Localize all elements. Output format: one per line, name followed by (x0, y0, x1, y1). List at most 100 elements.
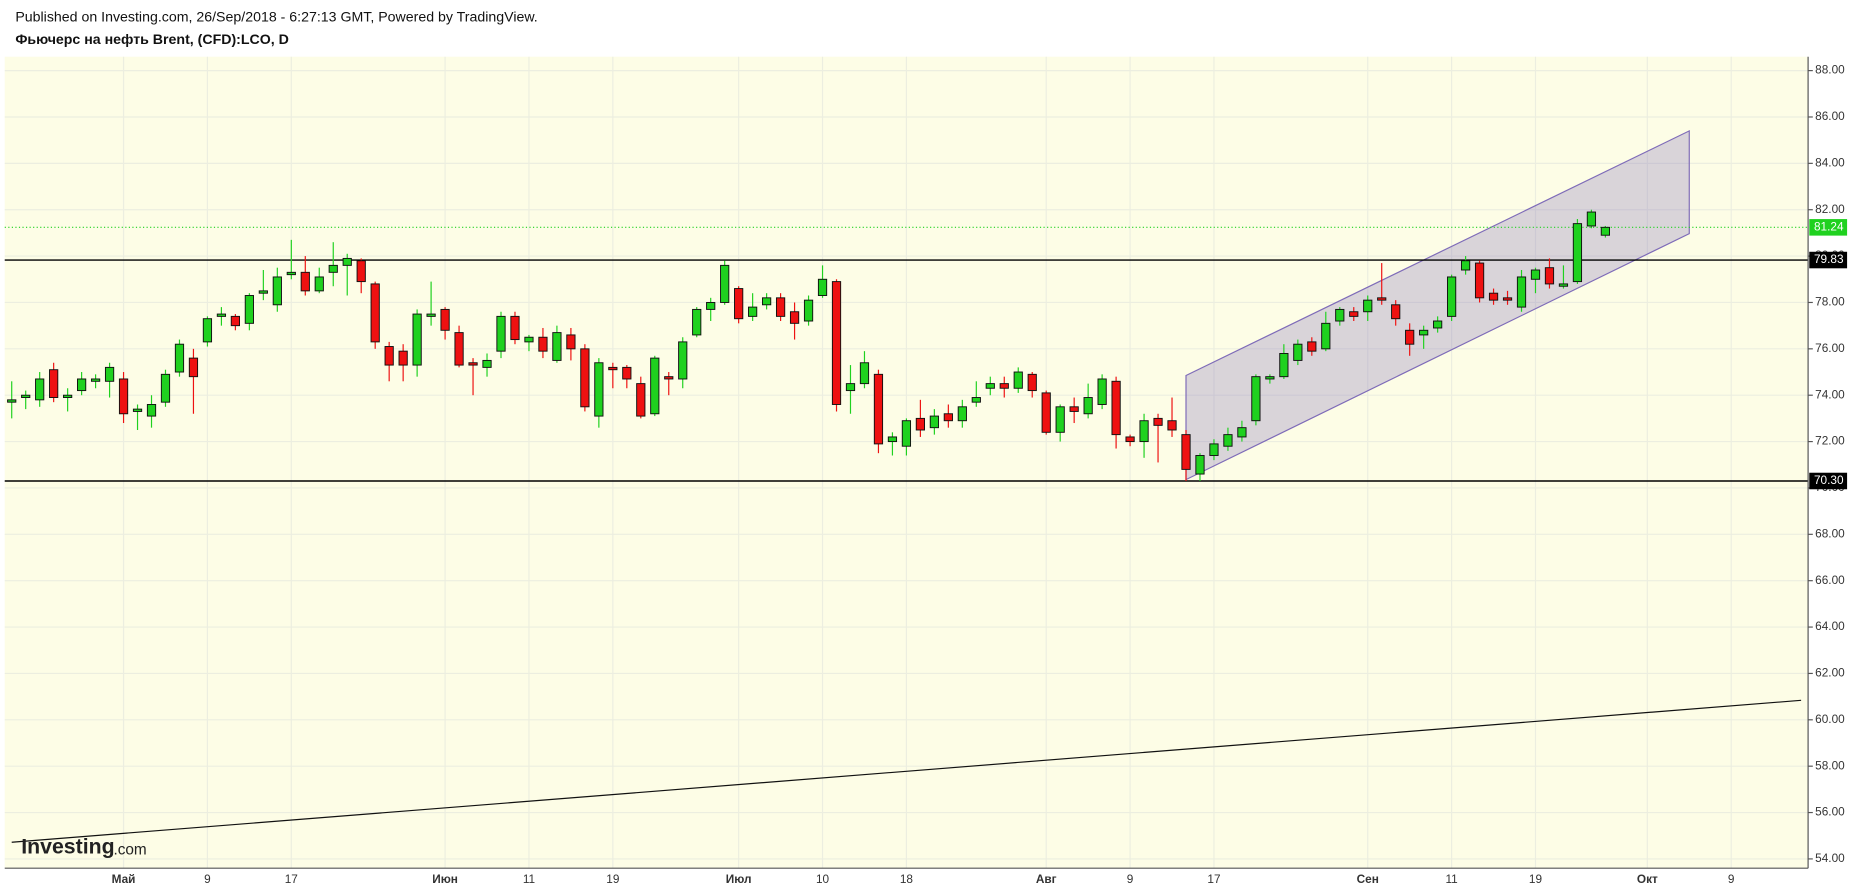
candle-body (1153, 417, 1163, 426)
candle-body (901, 420, 912, 447)
trendline (11, 699, 1802, 843)
candle-body (706, 301, 716, 310)
y-tick-label: 82.00 (1815, 202, 1845, 216)
candle-body (1474, 262, 1485, 299)
candle-body (440, 308, 450, 331)
drawings (4, 129, 1809, 843)
candle-body (580, 348, 590, 408)
candle-body (1391, 304, 1401, 320)
candle-body (636, 383, 646, 417)
candle-body (258, 290, 268, 294)
x-tick-label: 17 (1207, 872, 1220, 886)
x-tick-label: Май (112, 872, 136, 886)
candle-body (342, 257, 352, 266)
y-tick-label: 88.00 (1815, 63, 1845, 77)
candle-body (1572, 223, 1583, 283)
candle-body (1209, 443, 1219, 456)
y-tick-label: 66.00 (1815, 573, 1845, 587)
candle-body (454, 332, 464, 366)
x-tick-label: 19 (606, 872, 619, 886)
candle-body (845, 383, 856, 392)
x-tick-label: 9 (204, 872, 211, 886)
candle-body (174, 343, 185, 373)
candle-body (104, 366, 115, 382)
candle-body (692, 308, 702, 336)
candle-body (1488, 292, 1499, 301)
candle-body (720, 264, 730, 303)
candle-body (664, 376, 674, 380)
candle-body (999, 383, 1009, 389)
candle-body (216, 313, 227, 317)
x-tick-label: Июл (726, 872, 752, 886)
candle-body (482, 359, 492, 368)
candle-body (594, 362, 604, 417)
candle-body (1307, 341, 1317, 352)
candle-body (622, 366, 632, 380)
candle-body (1419, 329, 1429, 336)
x-tick-label: Окт (1637, 872, 1658, 886)
level-label: 70.30 (1814, 473, 1844, 487)
candle-body (748, 306, 758, 317)
candle-body (286, 271, 296, 276)
candle-body (1586, 211, 1597, 227)
candle-body (468, 362, 478, 366)
candle-body (957, 406, 967, 422)
candle-body (132, 408, 143, 412)
candle-body (1083, 397, 1093, 415)
level-label: 79.83 (1814, 252, 1844, 266)
level-tag (1809, 251, 1848, 269)
y-tick-label: 84.00 (1815, 155, 1845, 169)
candle-body (1502, 297, 1513, 301)
candles (7, 209, 1610, 481)
candle-body (1041, 392, 1051, 433)
candle-body (1055, 406, 1065, 433)
y-tick-label: 58.00 (1815, 758, 1845, 772)
x-tick-label: Июн (432, 872, 458, 886)
candle-body (1223, 434, 1233, 447)
candle-body (1013, 371, 1023, 389)
candle-body (1265, 376, 1275, 380)
candle-body (188, 357, 199, 378)
candle-body (160, 373, 171, 403)
candle-body (356, 260, 366, 283)
candle-body (1544, 267, 1555, 285)
grid (4, 56, 1809, 869)
candle-body (272, 276, 282, 306)
x-tick-label: 9 (1127, 872, 1134, 886)
candle-body (7, 399, 17, 403)
candle-body (762, 297, 772, 306)
logo-brand: Investing (21, 835, 114, 859)
candle-body (775, 297, 786, 317)
y-tick-label: 72.00 (1815, 434, 1845, 448)
x-tick-label: 11 (1445, 872, 1457, 886)
candle-body (35, 378, 45, 401)
candle-body (734, 288, 744, 320)
candle-body (915, 417, 925, 431)
candle-body (971, 397, 981, 403)
y-tick-label: 60.00 (1815, 712, 1845, 726)
candle-body (1377, 297, 1387, 301)
candle-body (1069, 406, 1079, 412)
candle-body (1600, 226, 1610, 236)
candle-body (538, 336, 548, 352)
candle-body (1167, 420, 1177, 431)
candle-body (1335, 308, 1345, 322)
candle-body (1558, 283, 1569, 287)
candle-body (678, 341, 688, 380)
y-tick-label: 78.00 (1815, 295, 1845, 309)
candle-body (1447, 276, 1457, 317)
y-tick-label: 56.00 (1815, 805, 1845, 819)
candle-body (943, 413, 953, 422)
x-tick-label: 17 (285, 872, 298, 886)
candle-body (63, 394, 73, 398)
candle-body (873, 373, 884, 445)
candle-body (118, 378, 129, 415)
instrument-title: Фьючерс на нефть Brent, (CFD):LCO, D (15, 32, 289, 48)
candle-body (21, 394, 31, 398)
y-tick-label: 54.00 (1815, 851, 1845, 865)
candle-body (1237, 427, 1247, 438)
x-tick-label: Сен (1357, 872, 1379, 886)
candle-body (650, 357, 660, 415)
